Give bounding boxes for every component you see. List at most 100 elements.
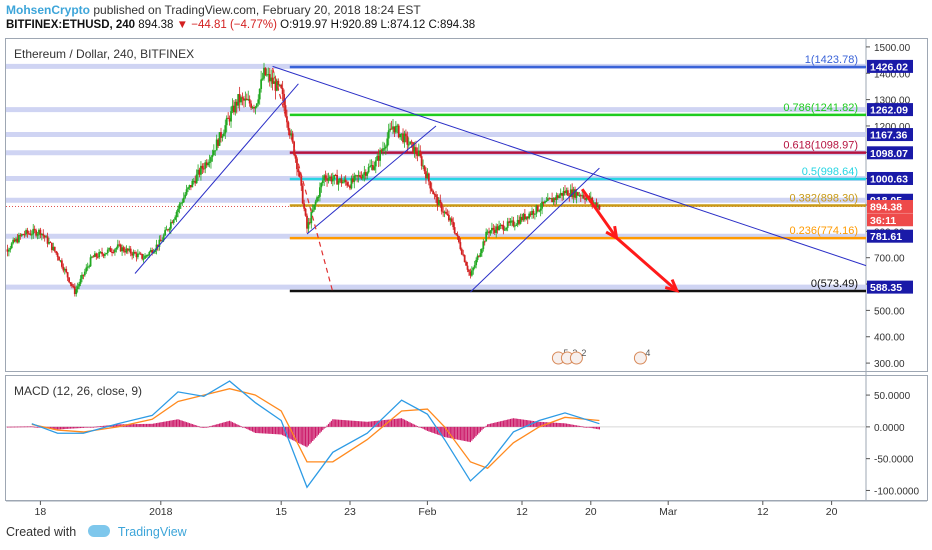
price-label-box xyxy=(867,171,913,185)
macd-histogram-bar xyxy=(55,426,57,430)
candle-body xyxy=(22,234,25,236)
tradingview-brand[interactable]: TradingView xyxy=(117,525,187,539)
candle-body xyxy=(197,169,199,175)
candle-body xyxy=(145,255,148,257)
macd-histogram-bar xyxy=(472,426,474,440)
macd-histogram-bar xyxy=(227,421,229,427)
candle-body xyxy=(377,155,380,161)
macd-histogram-bar xyxy=(581,426,583,428)
price-label-box xyxy=(867,59,913,73)
author-link[interactable]: MohsenCrypto xyxy=(6,3,90,17)
candle-body xyxy=(237,94,240,106)
candle-body xyxy=(220,132,222,138)
time-axis-tick-label: 2018 xyxy=(149,506,173,518)
macd-histogram-bar xyxy=(79,426,82,429)
candle-body xyxy=(582,195,585,198)
candle-body xyxy=(16,238,19,243)
macd-histogram-bar xyxy=(280,426,282,435)
price-label-text: 588.35 xyxy=(870,282,902,294)
price-chart-panel[interactable]: Ethereum / Dollar, 240, BITFINEX xyxy=(5,38,928,372)
macd-histogram-bar xyxy=(24,426,26,428)
candle-body xyxy=(334,175,337,177)
macd-histogram-bar xyxy=(175,419,178,427)
macd-histogram-bar xyxy=(329,422,331,427)
candle-body xyxy=(445,211,447,214)
macd-histogram-bar xyxy=(233,422,235,427)
macd-histogram-bar xyxy=(160,422,162,427)
candle-body xyxy=(99,251,102,253)
candle-body xyxy=(458,236,460,243)
macd-histogram-bar xyxy=(15,426,17,428)
macd-histogram-bar xyxy=(14,426,16,428)
candle-body xyxy=(406,136,409,145)
macd-histogram-bar xyxy=(509,418,512,427)
price-axis-tick-label: 700.00 xyxy=(874,254,905,265)
candle-body xyxy=(102,254,105,256)
candle-body xyxy=(138,253,141,255)
macd-histogram-bar xyxy=(454,426,456,440)
macd-histogram-bar xyxy=(320,426,322,432)
macd-histogram-bar xyxy=(359,421,361,427)
candle-body xyxy=(357,175,360,177)
candle-body xyxy=(495,226,498,233)
macd-histogram-bar xyxy=(332,419,334,427)
candle-body xyxy=(393,126,396,133)
macd-histogram-bar xyxy=(492,422,494,427)
macd-histogram-bar xyxy=(468,426,470,442)
candle-body xyxy=(351,178,354,182)
macd-histogram-bar xyxy=(11,426,13,428)
candle-body xyxy=(427,173,430,182)
macd-histogram-bar xyxy=(333,419,335,427)
candle-body xyxy=(425,171,427,179)
macd-histogram-bar xyxy=(585,426,588,428)
candle-body xyxy=(105,253,108,255)
macd-histogram-bar xyxy=(464,426,466,442)
candle-body xyxy=(470,270,473,276)
macd-histogram-bar xyxy=(165,421,168,427)
candle-body xyxy=(48,242,50,244)
chart-title: Ethereum / Dollar, 240, BITFINEX xyxy=(14,47,195,61)
macd-histogram-bar xyxy=(462,426,464,441)
macd-histogram-bar xyxy=(455,426,457,440)
macd-histogram-bar xyxy=(405,420,407,427)
candle-body xyxy=(336,175,338,185)
candle-body xyxy=(329,176,331,179)
candle-body xyxy=(261,78,264,80)
macd-histogram-bar xyxy=(153,423,155,427)
candle-body xyxy=(248,99,251,104)
candle-body xyxy=(310,212,313,224)
candle-body xyxy=(13,239,16,242)
candle-body xyxy=(265,74,268,76)
macd-histogram-bar xyxy=(84,426,86,428)
candle-body xyxy=(341,181,344,184)
macd-histogram-bar xyxy=(194,425,196,427)
candle-body xyxy=(192,180,195,182)
candle-body xyxy=(83,271,86,276)
candle-body xyxy=(440,203,443,212)
macd-histogram-bar xyxy=(309,426,311,445)
macd-histogram-bar xyxy=(459,426,461,441)
macd-histogram-bar xyxy=(16,426,19,428)
candle-body xyxy=(392,126,394,129)
candle-body xyxy=(534,213,536,215)
candle-body xyxy=(184,194,187,198)
macd-histogram-bar xyxy=(229,420,231,427)
macd-histogram-bar xyxy=(484,426,486,428)
macd-histogram-bar xyxy=(347,420,350,427)
candle-body xyxy=(75,289,78,295)
macd-histogram-bar xyxy=(69,426,72,429)
macd-histogram-bar xyxy=(515,418,517,427)
macd-histogram-bar xyxy=(64,426,66,429)
macd-histogram-bar xyxy=(220,423,222,427)
macd-histogram-bar xyxy=(25,426,27,428)
candle-body xyxy=(12,239,15,244)
candle-body xyxy=(558,195,561,198)
macd-histogram-bar xyxy=(272,426,274,434)
macd-histogram-bar xyxy=(221,422,224,427)
macd-histogram-bar xyxy=(479,426,482,432)
event-badge-icon xyxy=(569,351,583,365)
candle-body xyxy=(403,133,406,143)
candle-body xyxy=(111,252,113,254)
candle-body xyxy=(565,190,568,194)
macd-histogram-bar xyxy=(98,426,100,428)
